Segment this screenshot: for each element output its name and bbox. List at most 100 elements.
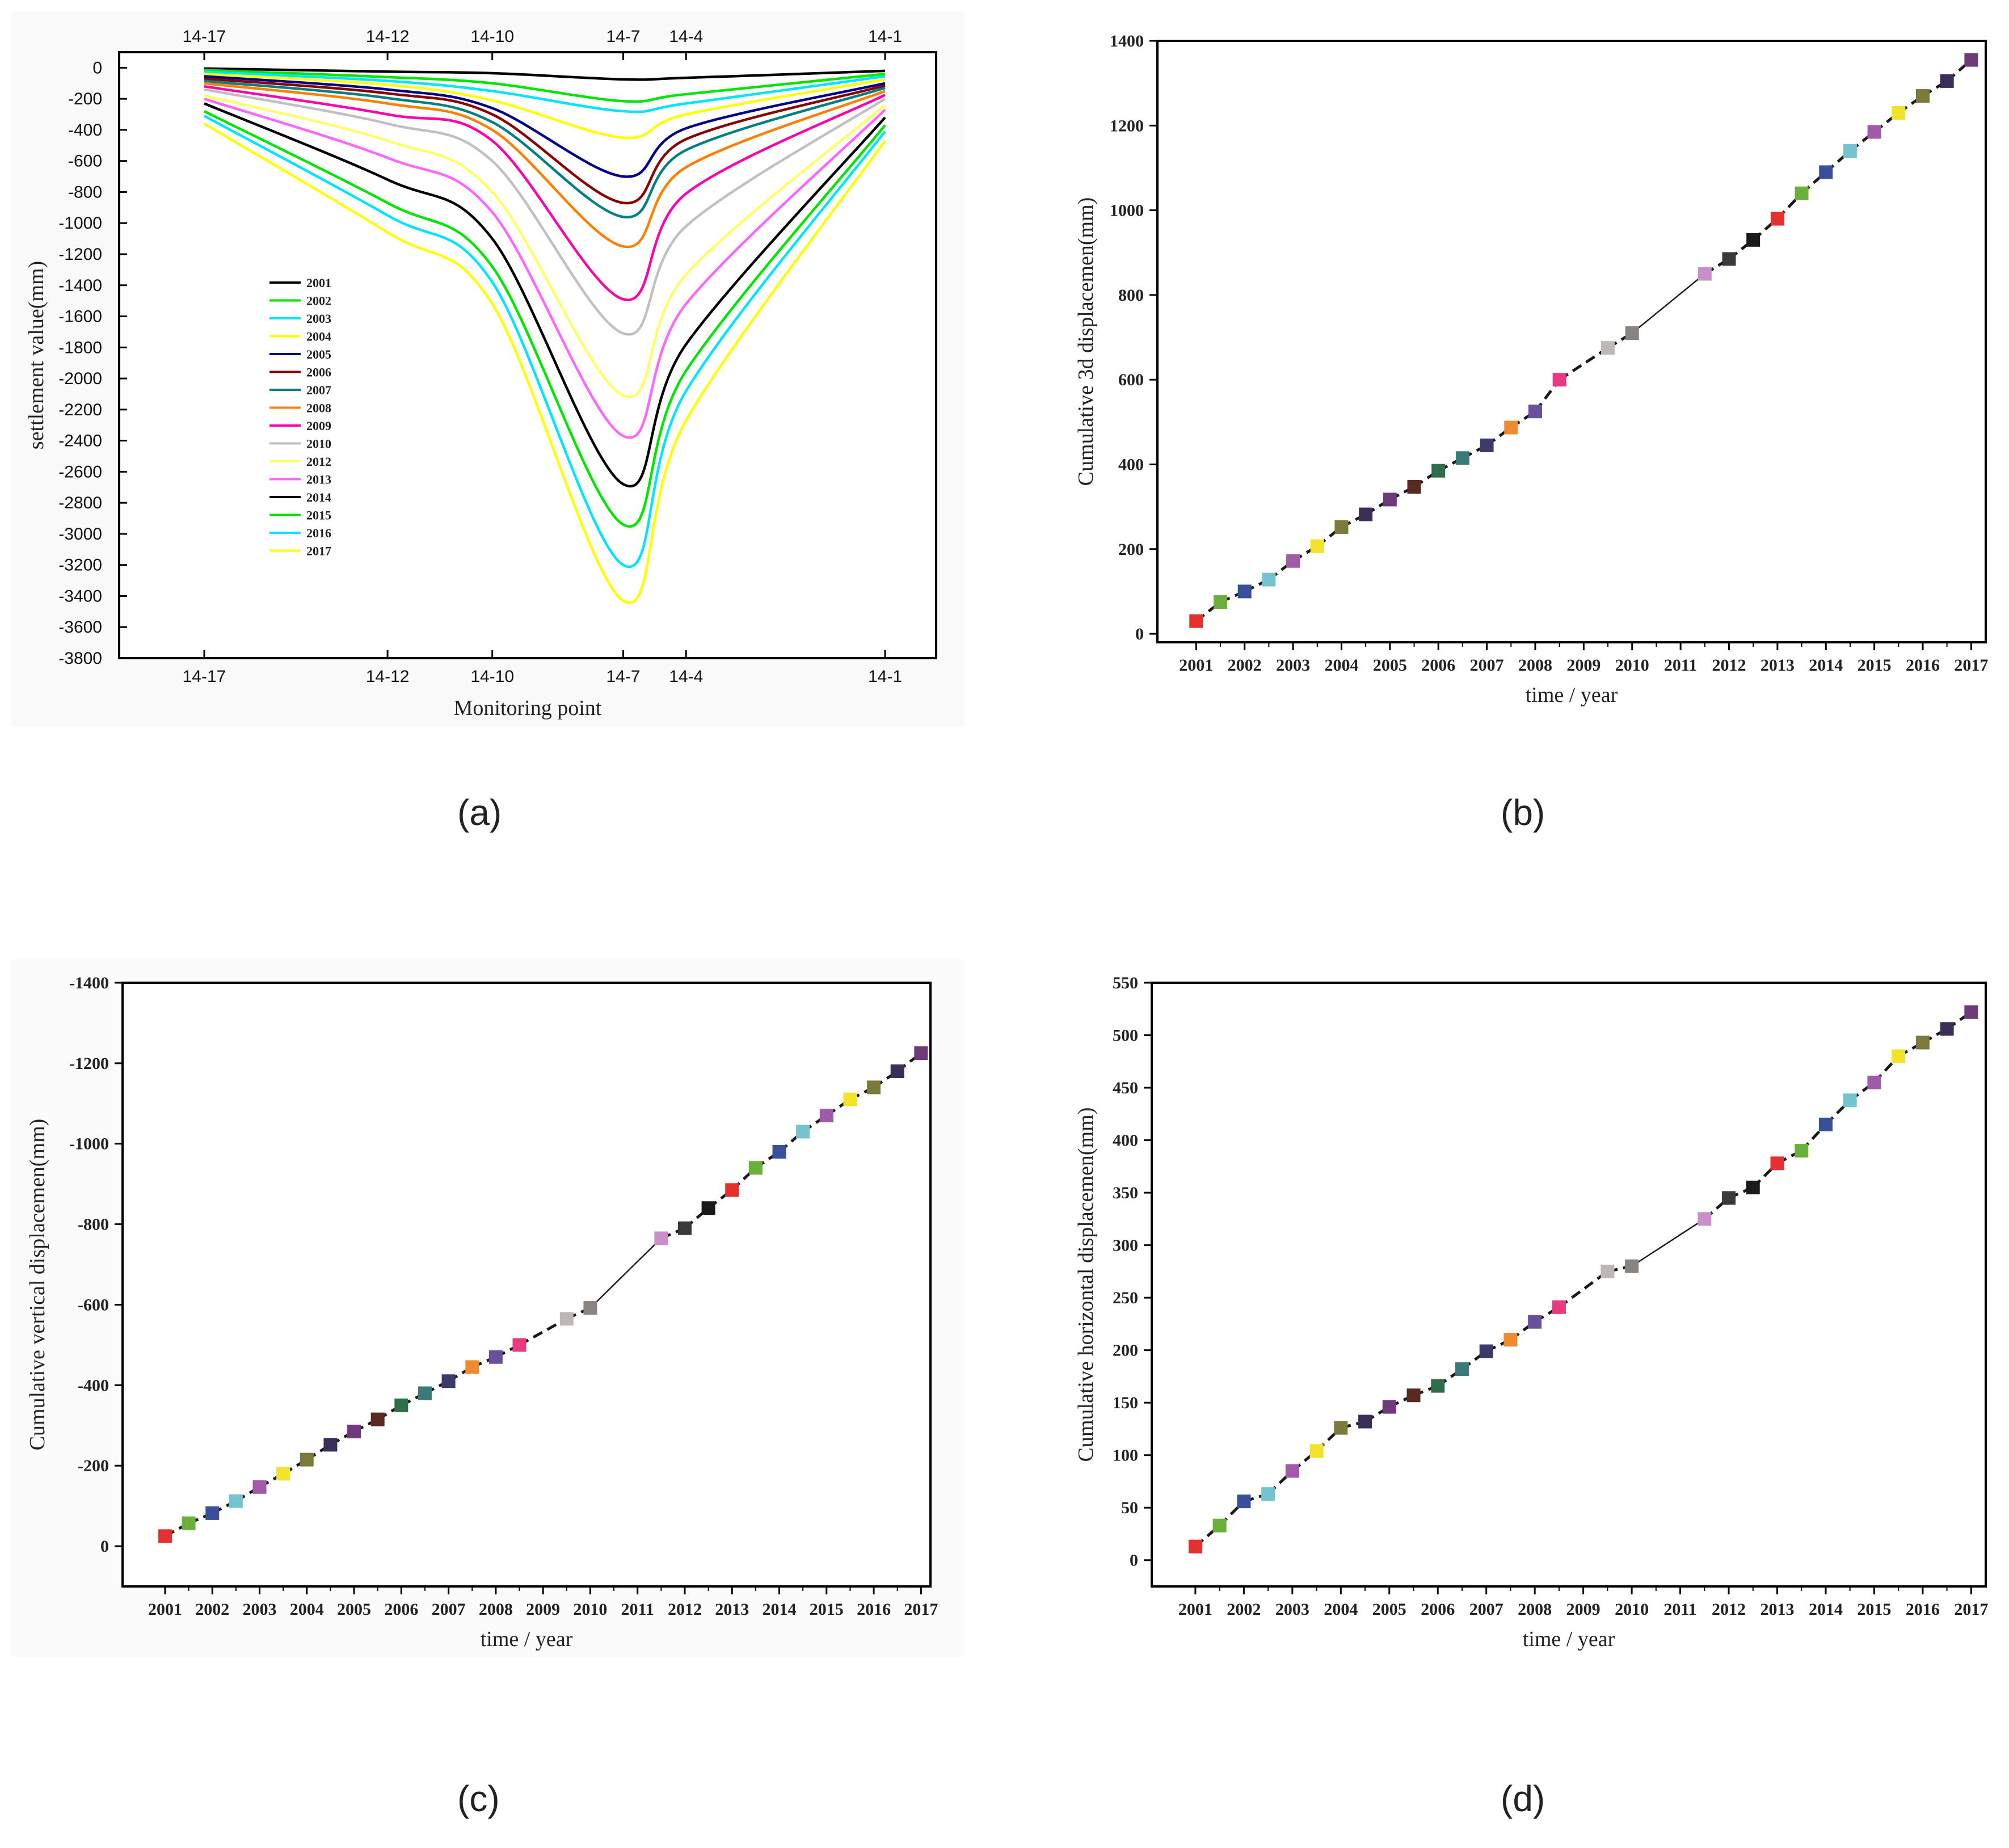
series-line-2015: [203, 110, 886, 528]
trend-segment-dashed: [1559, 347, 1609, 381]
y-tick-label: -1200: [69, 1054, 109, 1073]
y-tick-label: -400: [78, 1376, 109, 1395]
data-point: [1358, 1415, 1372, 1429]
y-tick-label: -2600: [58, 462, 102, 481]
data-point: [1383, 492, 1397, 507]
data-point: [1262, 572, 1276, 587]
x-tick-label: 2001: [148, 1600, 182, 1619]
data-point: [182, 1516, 196, 1530]
plot-frame: [1156, 40, 1987, 643]
data-point: [205, 1506, 220, 1520]
data-point: [1552, 373, 1566, 387]
y-tick-label: -2000: [58, 369, 102, 388]
x-tick-label: 2015: [1858, 656, 1892, 675]
data-point: [1795, 1144, 1809, 1158]
data-point: [1455, 1362, 1469, 1376]
x-tick-label: 2005: [337, 1600, 371, 1619]
x-tick-label: 2005: [1372, 1600, 1406, 1619]
data-point: [1746, 233, 1760, 247]
data-point: [1455, 451, 1469, 465]
series-line-2013: [204, 98, 886, 439]
data-point: [1480, 438, 1494, 452]
data-point: [1310, 539, 1324, 553]
x-tick-label: 2003: [1276, 656, 1310, 675]
x-top-label: 14-4: [669, 27, 703, 46]
x-tick-label: 2007: [432, 1600, 466, 1619]
x-tick-label: 2009: [1566, 656, 1601, 675]
data-point: [1625, 326, 1639, 340]
data-point: [465, 1360, 479, 1374]
y-tick-label: -1400: [58, 276, 102, 295]
x-tick-label: 2013: [1760, 656, 1795, 675]
x-tick-label: 2006: [384, 1600, 418, 1619]
chart-c-panel: 0 -200 -400 -600 -800 -1000 -1200 -1400 2001 2002…: [11, 959, 965, 1657]
data-point: [1940, 1022, 1954, 1036]
y-tick-label: -3400: [58, 587, 102, 605]
data-point: [1431, 1379, 1445, 1393]
y-tick-label: -800: [78, 1215, 109, 1234]
data-point: [796, 1125, 810, 1139]
x-axis-title: time / year: [1523, 1627, 1615, 1651]
data-point: [654, 1231, 668, 1245]
x-tick-label: 2010: [1615, 1600, 1649, 1619]
legend-label-2003: 2003: [306, 311, 331, 326]
y-tick-label: -400: [68, 121, 102, 140]
data-point: [1406, 1388, 1421, 1403]
x-tick-label: 2014: [1809, 1600, 1843, 1619]
data-point: [370, 1412, 385, 1426]
legend-label-2009: 2009: [306, 419, 331, 433]
x-tick-label: 2003: [1275, 1600, 1309, 1619]
data-point: [1552, 1300, 1566, 1314]
legend-label-2017: 2017: [306, 544, 331, 558]
x-tick-label: 14-17: [183, 667, 226, 686]
legend-label-2004: 2004: [306, 330, 331, 344]
data-point: [1528, 405, 1542, 419]
y-tick-label: 1200: [1110, 116, 1144, 135]
chart-d-panel: 0 50 100 150 200 250 300 350 400 450 500 550 2001 200…: [1067, 959, 1997, 1662]
data-point: [418, 1386, 432, 1400]
data-point: [1309, 1444, 1324, 1458]
x-tick-label: 2010: [573, 1600, 607, 1619]
x-tick-label: 2014: [763, 1600, 797, 1619]
data-point: [1698, 267, 1712, 281]
data-point: [748, 1161, 763, 1175]
series-line-2016: [203, 115, 886, 568]
series-line-2017: [203, 123, 886, 604]
x-tick-label: 2007: [1470, 656, 1504, 675]
x-tick-label: 2011: [1663, 1600, 1696, 1619]
y-tick-label: 600: [1118, 371, 1144, 389]
x-top-label: 14-17: [183, 27, 226, 46]
y-axis-title: Cumulative 3d displacemen(mm): [1074, 197, 1098, 486]
y-tick-label: 250: [1113, 1289, 1138, 1307]
y-tick-label: 150: [1113, 1394, 1138, 1412]
series-line-2009: [204, 85, 886, 301]
legend-label-2016: 2016: [306, 526, 331, 540]
data-point: [1601, 341, 1615, 355]
x-tick-label: 2010: [1615, 656, 1649, 675]
y-tick-label: 500: [1113, 1026, 1138, 1045]
y-tick-label: -2200: [58, 401, 102, 419]
y-tick-label: -200: [78, 1456, 109, 1475]
data-point: [276, 1467, 290, 1481]
data-point: [1722, 252, 1736, 266]
data-point: [1964, 53, 1978, 67]
data-point: [1916, 89, 1930, 103]
data-point: [914, 1046, 928, 1060]
y-tick-label: 550: [1113, 974, 1138, 992]
x-tick-label: 2001: [1178, 1600, 1212, 1619]
chart-c: 0 -200 -400 -600 -800 -1000 -1200 -1400 2001 2002…: [26, 974, 938, 1651]
trend-segment-dashed: [1558, 1270, 1608, 1308]
y-tick-label: 350: [1113, 1184, 1138, 1202]
x-tick-label: 2015: [810, 1600, 844, 1619]
x-tick-label: 2008: [1518, 656, 1552, 675]
data-point: [488, 1350, 503, 1364]
y-tick-label: -3800: [58, 649, 102, 668]
legend-label-2010: 2010: [306, 437, 331, 451]
x-tick-label: 2003: [242, 1600, 276, 1619]
data-point: [819, 1109, 833, 1123]
y-axis-title: Cumulative horizontal displacemen(mm): [1074, 1108, 1098, 1462]
legend-label-2012: 2012: [306, 454, 331, 469]
data-point: [1188, 1539, 1202, 1554]
data-point: [1334, 1421, 1348, 1435]
data-point: [583, 1301, 597, 1315]
